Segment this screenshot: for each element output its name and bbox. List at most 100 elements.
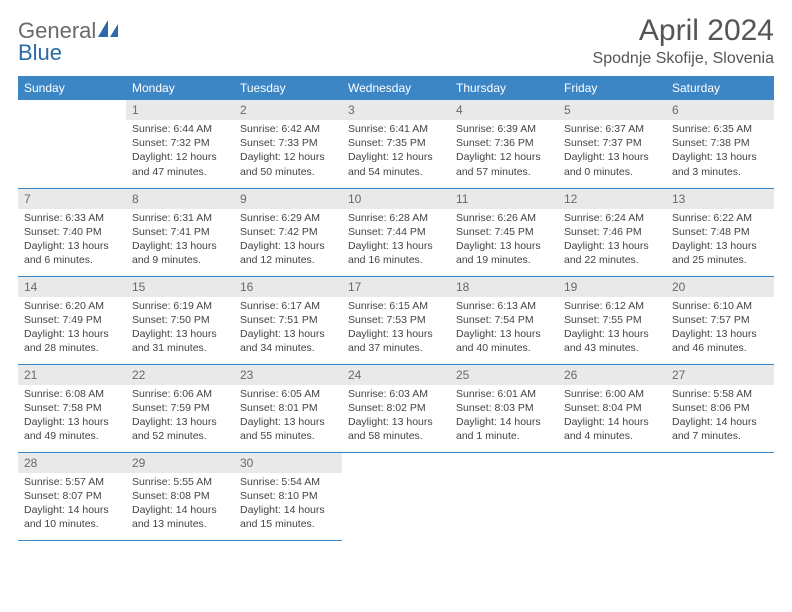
calendar-cell: 17Sunrise: 6:15 AMSunset: 7:53 PMDayligh…: [342, 276, 450, 364]
daylight-text: Daylight: 13 hours: [348, 239, 444, 253]
day-details: Sunrise: 6:44 AMSunset: 7:32 PMDaylight:…: [126, 120, 234, 183]
daylight-text: Daylight: 13 hours: [672, 239, 768, 253]
daylight-text: and 55 minutes.: [240, 429, 336, 443]
daylight-text: Daylight: 13 hours: [240, 415, 336, 429]
daylight-text: and 40 minutes.: [456, 341, 552, 355]
day-details: Sunrise: 6:15 AMSunset: 7:53 PMDaylight:…: [342, 297, 450, 360]
sunrise-text: Sunrise: 6:31 AM: [132, 211, 228, 225]
calendar-cell: 28Sunrise: 5:57 AMSunset: 8:07 PMDayligh…: [18, 452, 126, 540]
daylight-text: Daylight: 13 hours: [456, 327, 552, 341]
day-number: 5: [558, 100, 666, 120]
sunset-text: Sunset: 7:38 PM: [672, 136, 768, 150]
daylight-text: and 46 minutes.: [672, 341, 768, 355]
daylight-text: Daylight: 13 hours: [24, 327, 120, 341]
sunrise-text: Sunrise: 6:33 AM: [24, 211, 120, 225]
calendar-cell: 30Sunrise: 5:54 AMSunset: 8:10 PMDayligh…: [234, 452, 342, 540]
sunset-text: Sunset: 7:45 PM: [456, 225, 552, 239]
sunset-text: Sunset: 7:42 PM: [240, 225, 336, 239]
day-details: Sunrise: 6:42 AMSunset: 7:33 PMDaylight:…: [234, 120, 342, 183]
day-details: Sunrise: 6:29 AMSunset: 7:42 PMDaylight:…: [234, 209, 342, 272]
calendar-cell: [18, 100, 126, 188]
daylight-text: Daylight: 13 hours: [24, 239, 120, 253]
daylight-text: and 43 minutes.: [564, 341, 660, 355]
sunrise-text: Sunrise: 5:55 AM: [132, 475, 228, 489]
day-details: Sunrise: 6:31 AMSunset: 7:41 PMDaylight:…: [126, 209, 234, 272]
daylight-text: and 31 minutes.: [132, 341, 228, 355]
daylight-text: and 7 minutes.: [672, 429, 768, 443]
header: General April 2024 Spodnje Skofije, Slov…: [18, 14, 774, 68]
day-number: 6: [666, 100, 774, 120]
day-details: Sunrise: 6:17 AMSunset: 7:51 PMDaylight:…: [234, 297, 342, 360]
weekday-header: Saturday: [666, 76, 774, 100]
calendar-cell: 16Sunrise: 6:17 AMSunset: 7:51 PMDayligh…: [234, 276, 342, 364]
day-details: Sunrise: 6:41 AMSunset: 7:35 PMDaylight:…: [342, 120, 450, 183]
location-label: Spodnje Skofije, Slovenia: [593, 50, 774, 68]
sunset-text: Sunset: 7:55 PM: [564, 313, 660, 327]
weekday-header: Tuesday: [234, 76, 342, 100]
calendar-cell: 6Sunrise: 6:35 AMSunset: 7:38 PMDaylight…: [666, 100, 774, 188]
calendar-week-row: 7Sunrise: 6:33 AMSunset: 7:40 PMDaylight…: [18, 188, 774, 276]
daylight-text: and 10 minutes.: [24, 517, 120, 531]
daylight-text: and 1 minute.: [456, 429, 552, 443]
calendar-cell: 9Sunrise: 6:29 AMSunset: 7:42 PMDaylight…: [234, 188, 342, 276]
calendar-cell: 10Sunrise: 6:28 AMSunset: 7:44 PMDayligh…: [342, 188, 450, 276]
sunrise-text: Sunrise: 6:17 AM: [240, 299, 336, 313]
daylight-text: and 28 minutes.: [24, 341, 120, 355]
daylight-text: Daylight: 13 hours: [672, 327, 768, 341]
daylight-text: Daylight: 13 hours: [132, 415, 228, 429]
sunset-text: Sunset: 7:53 PM: [348, 313, 444, 327]
day-number: 17: [342, 277, 450, 297]
sunset-text: Sunset: 8:01 PM: [240, 401, 336, 415]
calendar-week-row: 21Sunrise: 6:08 AMSunset: 7:58 PMDayligh…: [18, 364, 774, 452]
daylight-text: Daylight: 13 hours: [564, 239, 660, 253]
daylight-text: Daylight: 12 hours: [348, 150, 444, 164]
sunrise-text: Sunrise: 6:26 AM: [456, 211, 552, 225]
calendar-cell: 15Sunrise: 6:19 AMSunset: 7:50 PMDayligh…: [126, 276, 234, 364]
daylight-text: and 0 minutes.: [564, 165, 660, 179]
daylight-text: Daylight: 13 hours: [240, 239, 336, 253]
sunrise-text: Sunrise: 6:08 AM: [24, 387, 120, 401]
calendar-cell: 11Sunrise: 6:26 AMSunset: 7:45 PMDayligh…: [450, 188, 558, 276]
daylight-text: Daylight: 13 hours: [348, 415, 444, 429]
daylight-text: Daylight: 14 hours: [456, 415, 552, 429]
calendar-cell: 8Sunrise: 6:31 AMSunset: 7:41 PMDaylight…: [126, 188, 234, 276]
weekday-header: Wednesday: [342, 76, 450, 100]
sunrise-text: Sunrise: 6:13 AM: [456, 299, 552, 313]
day-number-empty: [666, 453, 774, 473]
day-number-empty: [558, 453, 666, 473]
day-number: 8: [126, 189, 234, 209]
daylight-text: Daylight: 13 hours: [240, 327, 336, 341]
day-number: 16: [234, 277, 342, 297]
day-details: Sunrise: 6:06 AMSunset: 7:59 PMDaylight:…: [126, 385, 234, 448]
calendar-cell: 23Sunrise: 6:05 AMSunset: 8:01 PMDayligh…: [234, 364, 342, 452]
sunset-text: Sunset: 7:51 PM: [240, 313, 336, 327]
day-details: Sunrise: 6:01 AMSunset: 8:03 PMDaylight:…: [450, 385, 558, 448]
day-number: 19: [558, 277, 666, 297]
sunrise-text: Sunrise: 5:58 AM: [672, 387, 768, 401]
daylight-text: Daylight: 13 hours: [564, 150, 660, 164]
day-number: 1: [126, 100, 234, 120]
day-number: 29: [126, 453, 234, 473]
daylight-text: and 9 minutes.: [132, 253, 228, 267]
daylight-text: and 37 minutes.: [348, 341, 444, 355]
daylight-text: Daylight: 14 hours: [24, 503, 120, 517]
daylight-text: and 52 minutes.: [132, 429, 228, 443]
day-number: 22: [126, 365, 234, 385]
day-number: 11: [450, 189, 558, 209]
day-details: Sunrise: 6:22 AMSunset: 7:48 PMDaylight:…: [666, 209, 774, 272]
sunset-text: Sunset: 7:50 PM: [132, 313, 228, 327]
daylight-text: Daylight: 13 hours: [456, 239, 552, 253]
calendar-week-row: 1Sunrise: 6:44 AMSunset: 7:32 PMDaylight…: [18, 100, 774, 188]
sunset-text: Sunset: 7:46 PM: [564, 225, 660, 239]
sunrise-text: Sunrise: 6:29 AM: [240, 211, 336, 225]
day-details: Sunrise: 6:12 AMSunset: 7:55 PMDaylight:…: [558, 297, 666, 360]
day-details: Sunrise: 6:13 AMSunset: 7:54 PMDaylight:…: [450, 297, 558, 360]
day-details: Sunrise: 5:57 AMSunset: 8:07 PMDaylight:…: [18, 473, 126, 536]
sunset-text: Sunset: 7:58 PM: [24, 401, 120, 415]
sunrise-text: Sunrise: 6:20 AM: [24, 299, 120, 313]
calendar-cell: [342, 452, 450, 540]
day-details: Sunrise: 6:26 AMSunset: 7:45 PMDaylight:…: [450, 209, 558, 272]
sunrise-text: Sunrise: 6:42 AM: [240, 122, 336, 136]
day-number: 15: [126, 277, 234, 297]
sunrise-text: Sunrise: 6:15 AM: [348, 299, 444, 313]
